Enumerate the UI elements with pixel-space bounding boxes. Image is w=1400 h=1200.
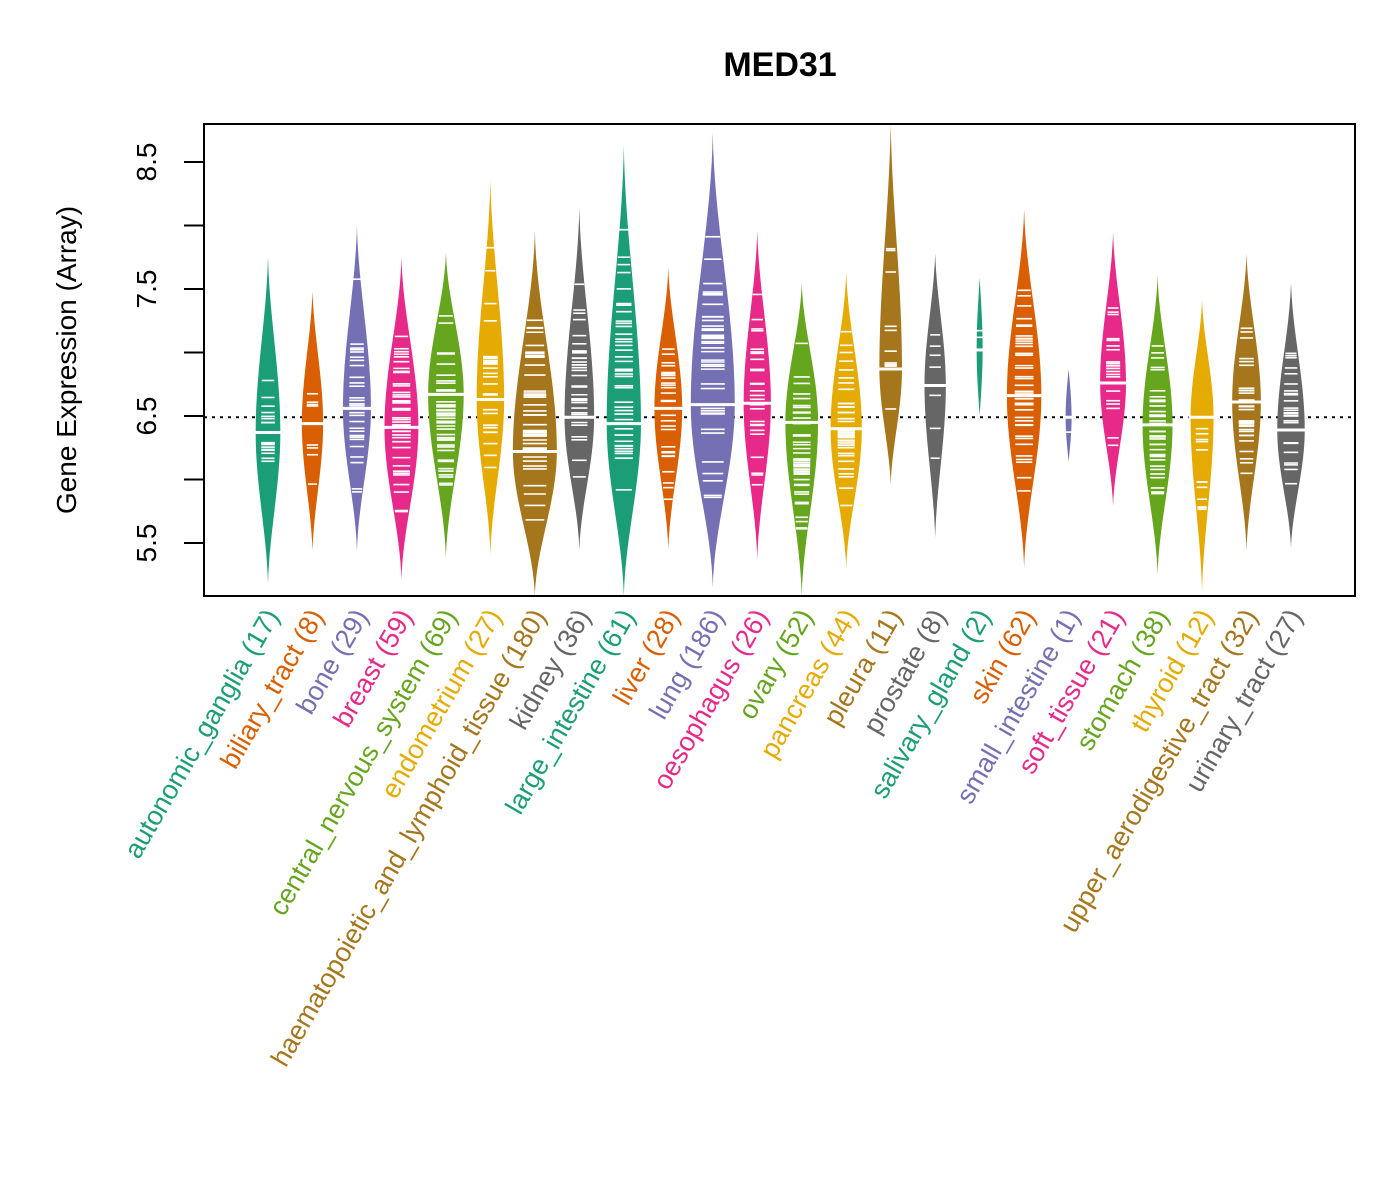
violin-stomach (1140, 275, 1175, 575)
y-axis-label: Gene Expression (Array) (51, 206, 82, 514)
violin-biliary-tract (299, 291, 326, 551)
violin-breast (382, 257, 421, 580)
violin-body (512, 230, 557, 597)
violin-body (830, 271, 862, 569)
violin-small-intestine (1063, 369, 1074, 462)
plot-frame (203, 123, 1356, 597)
violin-body (1190, 300, 1214, 592)
violin-soft-tissue (1098, 231, 1129, 507)
violin-oesophagus (741, 230, 773, 560)
violins (253, 123, 1307, 597)
violin-urinary-tract (1275, 282, 1307, 549)
violin-central-nervous-system (426, 252, 466, 559)
y-tick-label: 5.5 (131, 524, 162, 563)
violin-body (255, 257, 281, 584)
violin-kidney (562, 207, 597, 550)
violin-ovary (783, 282, 821, 597)
violin-bone (340, 225, 373, 551)
violin-thyroid (1188, 300, 1216, 592)
violin-large-intestine (604, 145, 643, 597)
violin-skin (1004, 208, 1044, 569)
y-axis: 5.5 6.5 7.5 8.5 (131, 143, 204, 563)
violin-salivary-gland (974, 277, 985, 416)
violin-body (301, 291, 324, 551)
x-axis-labels: autonomic_ganglia (17)biliary_tract (8)b… (118, 604, 1308, 1071)
y-tick-label: 7.5 (131, 270, 162, 309)
violin-endometrium (474, 179, 507, 555)
violin-upper-aerodigestive-tract (1230, 253, 1263, 551)
violin-lung (688, 132, 737, 588)
y-tick-label: 6.5 (131, 397, 162, 436)
violin-body (785, 282, 819, 597)
violin-liver (652, 267, 685, 550)
y-tick-label: 8.5 (131, 143, 162, 182)
violin-prostate (922, 253, 948, 538)
violin-body (1065, 369, 1072, 462)
violin-pleura (877, 123, 905, 485)
violin-autonomic-ganglia (253, 257, 283, 584)
violin-pancreas (828, 271, 864, 569)
violin-haematopoietic-and-lymphoid-tissue (510, 230, 559, 597)
violin-body (564, 207, 595, 550)
violin-body (1006, 208, 1042, 569)
violin-body (879, 123, 903, 485)
chart-title: MED31 (723, 46, 836, 84)
violin-body (342, 225, 371, 551)
violin-body (476, 179, 505, 555)
violin-body (976, 277, 983, 416)
